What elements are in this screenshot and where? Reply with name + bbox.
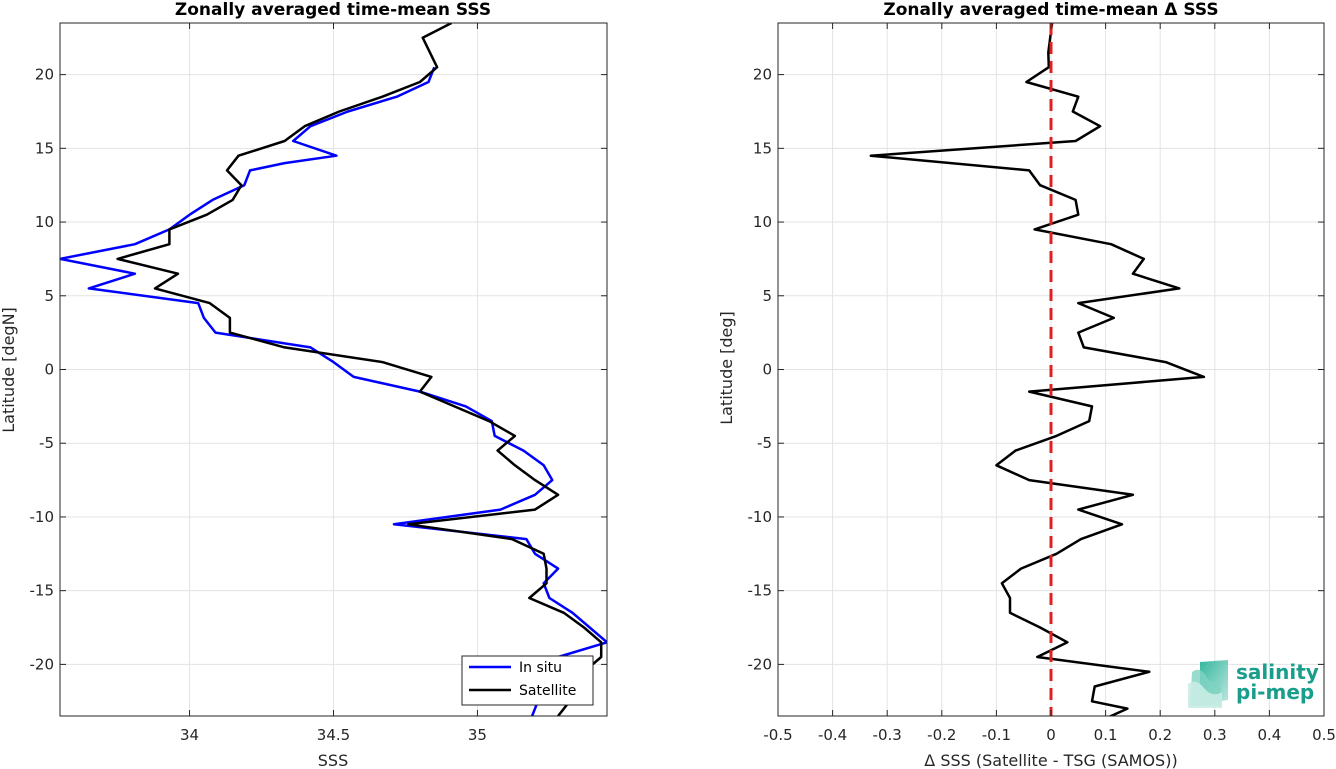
left-ytick-label: 20 (35, 66, 54, 84)
right-ytick-label: 5 (762, 287, 772, 305)
left-ytick-label: -10 (30, 508, 55, 526)
logo-text-pi-mep: pi-mep (1236, 680, 1314, 704)
right-xtick-label: 0.1 (1094, 726, 1118, 744)
salinity-pi-mep-logo: salinity pi-mep (1188, 660, 1319, 708)
right-ytick-label: -10 (748, 508, 773, 526)
right-ytick-label: 0 (762, 361, 772, 379)
left-xtick-label: 34.5 (317, 726, 350, 744)
right-xtick-label: 0 (1046, 726, 1056, 744)
right-series-line-delta-sss (869, 23, 1206, 716)
right-xtick-label: 0.4 (1257, 726, 1281, 744)
left-ytick-label: 15 (35, 139, 54, 157)
left-xtick-label: 35 (468, 726, 487, 744)
right-ytick-label: -20 (748, 655, 773, 673)
left-ytick-label: -15 (30, 582, 55, 600)
logo-text-salinity: salinity (1236, 660, 1319, 684)
left-ytick-label: -20 (30, 655, 55, 673)
legend-label-in-situ: In situ (519, 660, 562, 676)
right-ytick-label: 10 (753, 213, 772, 231)
left-ytick-label: 0 (44, 361, 54, 379)
right-xtick-label: 0.3 (1203, 726, 1227, 744)
left-series-line-in-situ (60, 66, 607, 716)
right-xtick-label: -0.5 (763, 726, 792, 744)
legend: In situ Satellite (461, 655, 594, 706)
left-panel: 34 34.5 35 -20 -15 -10 -5 0 5 10 15 20 Zonally aver… (0, 0, 608, 769)
right-xtick-label: -0.4 (818, 726, 847, 744)
left-ticks: 34 34.5 35 -20 -15 -10 -5 0 5 10 15 20 (30, 23, 607, 744)
right-xtick-label: -0.2 (927, 726, 956, 744)
legend-box (461, 655, 594, 706)
left-series-line-satellite (116, 23, 603, 716)
legend-label-satellite: Satellite (519, 683, 576, 699)
right-xlabel: Δ SSS (Satellite - TSG (SAMOS)) (924, 751, 1177, 769)
right-title: Zonally averaged time-mean Δ SSS (883, 0, 1218, 20)
left-xtick-label: 34 (180, 726, 199, 744)
left-ytick-label: -5 (39, 434, 54, 452)
logo-emblem (1188, 660, 1228, 708)
left-ytick-label: 5 (44, 287, 54, 305)
right-xtick-label: -0.3 (873, 726, 902, 744)
left-ytick-label: 10 (35, 213, 54, 231)
right-ytick-label: 15 (753, 139, 772, 157)
left-series (60, 23, 607, 716)
right-xtick-label: 0.5 (1312, 726, 1336, 744)
right-xtick-label: -0.1 (982, 726, 1011, 744)
right-ytick-label: 20 (753, 66, 772, 84)
left-ylabel: Latitude [degN] (0, 307, 18, 433)
right-ytick-label: -15 (748, 582, 773, 600)
right-panel: -0.5 -0.4 -0.3 -0.2 -0.1 0 0.1 0.2 0.3 0.4 0.5 -20 -… (717, 0, 1336, 769)
right-ytick-label: -5 (757, 434, 772, 452)
left-title: Zonally averaged time-mean SSS (175, 0, 491, 20)
right-series (869, 23, 1206, 716)
right-xtick-label: 0.2 (1148, 726, 1172, 744)
right-ticks: -0.5 -0.4 -0.3 -0.2 -0.1 0 0.1 0.2 0.3 0.4 0.5 -20 -… (748, 23, 1336, 744)
left-xlabel: SSS (318, 751, 348, 769)
right-ylabel: Latitude [deg] (717, 311, 736, 425)
